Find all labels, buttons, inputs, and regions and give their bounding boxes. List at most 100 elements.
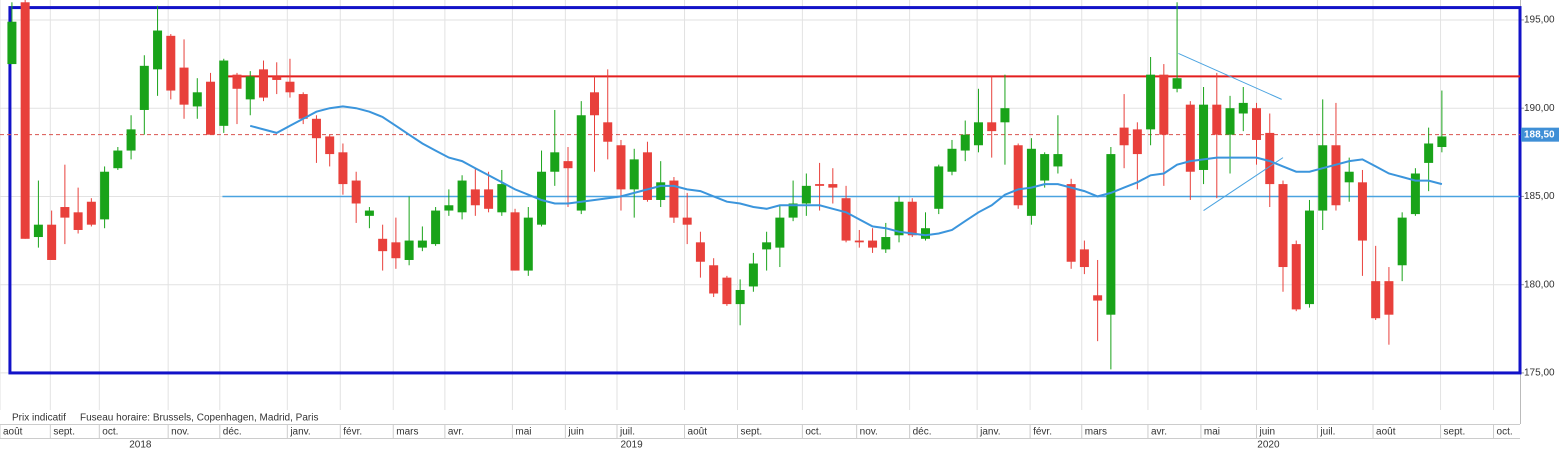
x-tick-label: sept.	[1444, 427, 1466, 438]
candle-body	[576, 115, 586, 211]
candle-body	[987, 122, 997, 132]
candle-body	[1318, 145, 1328, 211]
candle-body	[695, 242, 705, 262]
candle-body	[616, 145, 626, 190]
candle-body	[735, 289, 745, 305]
candle-body	[960, 134, 970, 151]
x-tick-label: juin	[1259, 427, 1276, 438]
candle-body	[1132, 129, 1142, 155]
candle-body	[285, 81, 295, 93]
year-label: 2018	[129, 440, 152, 451]
candle-body	[60, 207, 70, 218]
candle-body	[272, 76, 282, 80]
candle-body	[1331, 145, 1341, 206]
x-tick-label: mars	[1085, 427, 1107, 438]
candle-body	[1437, 136, 1447, 148]
x-tick-label: déc.	[223, 427, 242, 438]
candle-body	[20, 2, 30, 239]
candle-body	[1344, 171, 1354, 183]
candle-body	[1238, 102, 1248, 114]
candle-body	[1040, 154, 1050, 181]
candle-body	[1252, 108, 1262, 140]
candle-body	[404, 240, 414, 260]
candle-body	[1013, 145, 1023, 206]
x-tick-label: juil.	[1319, 427, 1335, 438]
channel-box	[8, 6, 1522, 375]
x-tick-label: nov.	[171, 427, 189, 438]
candle-body	[1397, 217, 1407, 266]
x-tick-label: févr.	[343, 427, 362, 438]
x-tick-label: mai	[515, 427, 531, 438]
trend-line	[1203, 157, 1284, 211]
candle-body	[973, 122, 983, 146]
x-tick-label: sept.	[740, 427, 762, 438]
timezone-note: Fuseau horaire: Brussels, Copenhagen, Ma…	[80, 413, 318, 424]
x-tick-label: janv.	[289, 427, 310, 438]
candle-body	[1384, 281, 1394, 315]
x-tick-label: avr.	[1151, 427, 1167, 438]
x-tick-label: janv.	[979, 427, 1000, 438]
candle-body	[378, 238, 388, 252]
trend-line	[1178, 53, 1282, 100]
candle-body	[1225, 108, 1235, 135]
candle-body	[868, 240, 878, 248]
candle-body	[1410, 173, 1420, 215]
candle-body	[86, 201, 96, 225]
moving-average-line	[249, 105, 1443, 237]
candle-body	[854, 240, 864, 243]
candle-body	[841, 198, 851, 241]
candle-body	[325, 136, 335, 155]
candle-body	[907, 201, 917, 236]
candle-body	[523, 217, 533, 271]
candle-body	[73, 212, 83, 230]
candle-body	[1106, 154, 1116, 315]
candle-body	[801, 185, 811, 204]
x-tick-label: nov.	[860, 427, 878, 438]
y-tick-label: 185,00	[1524, 191, 1555, 202]
candle-body	[1212, 104, 1222, 135]
candle-body	[537, 171, 547, 225]
candle-body	[881, 237, 891, 250]
candle-body	[33, 224, 43, 238]
y-tick-label: 175,00	[1524, 368, 1555, 379]
candle-body	[1278, 184, 1288, 268]
candle-body	[762, 242, 772, 250]
y-tick-label: 190,00	[1524, 103, 1555, 114]
y-tick-label: 195,00	[1524, 15, 1555, 26]
candle-body	[298, 94, 308, 119]
footer-note: Prix indicatif	[12, 413, 66, 424]
candle-body	[669, 180, 679, 218]
candle-body	[1371, 281, 1381, 319]
candle-body	[510, 212, 520, 271]
candle-body	[775, 217, 785, 248]
candle-body	[921, 228, 931, 239]
x-tick-label: juin	[567, 427, 584, 438]
candle-body	[139, 65, 149, 110]
candle-body	[431, 210, 441, 245]
candle-body	[444, 205, 454, 211]
candle-body	[947, 148, 957, 172]
candle-body	[656, 182, 666, 200]
candle-body	[470, 189, 480, 206]
candle-body	[417, 240, 427, 248]
x-tick-label: mai	[1204, 427, 1220, 438]
x-tick-label: mars	[396, 427, 418, 438]
candle-body	[391, 242, 401, 259]
candle-body	[748, 263, 758, 287]
candle-body	[192, 92, 202, 107]
candle-body	[682, 217, 692, 225]
candle-body	[1159, 74, 1169, 135]
candle-body	[153, 30, 163, 70]
candle-body	[47, 224, 57, 260]
candle-body	[1172, 78, 1182, 89]
candle-body	[894, 201, 904, 236]
x-tick-label: août	[3, 427, 23, 438]
candle-body	[629, 159, 639, 190]
candle-body	[1119, 127, 1129, 146]
candle-body	[1000, 108, 1010, 123]
candle-body	[258, 69, 268, 98]
year-label: 2020	[1257, 440, 1280, 451]
candle-body	[563, 161, 573, 169]
candle-body	[364, 210, 374, 216]
candle-body	[550, 152, 560, 172]
